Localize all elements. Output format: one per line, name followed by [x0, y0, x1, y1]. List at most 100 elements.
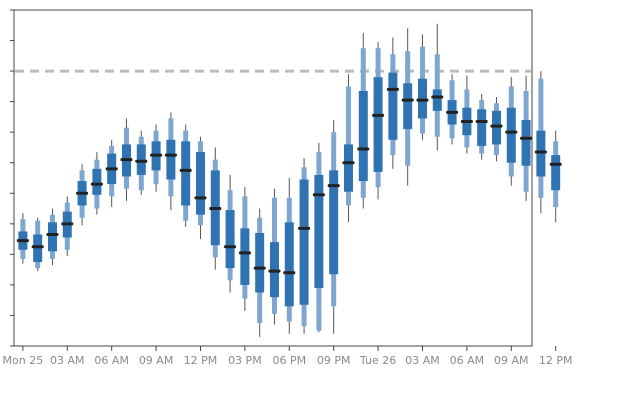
median-mark	[224, 245, 237, 249]
box-group-35	[534, 71, 547, 214]
median-mark	[490, 124, 503, 128]
median-mark	[534, 150, 547, 154]
median-mark	[120, 158, 133, 162]
median-mark	[150, 153, 163, 157]
box-body	[343, 144, 353, 192]
box-group-17	[268, 188, 281, 325]
median-mark	[416, 98, 429, 102]
box-group-15	[238, 187, 251, 311]
box-body	[521, 119, 531, 166]
box-body	[284, 222, 294, 307]
x-tick-label: 09 AM	[494, 354, 529, 367]
box-group-8	[135, 130, 148, 195]
box-body	[181, 141, 191, 206]
box-group-3	[61, 196, 74, 256]
box-group-32	[490, 97, 503, 162]
x-tick-label: 03 AM	[405, 354, 440, 367]
box-group-31	[475, 94, 488, 160]
box-body	[373, 77, 383, 172]
box-group-5	[90, 152, 103, 215]
x-tick-label: 12 PM	[539, 354, 573, 367]
box-group-29	[446, 74, 459, 145]
box-body	[255, 232, 265, 293]
box-body	[314, 174, 324, 288]
median-mark	[342, 161, 355, 165]
box-body	[551, 155, 561, 191]
median-mark	[446, 110, 459, 114]
median-mark	[549, 162, 562, 166]
box-group-9	[150, 124, 163, 192]
box-body	[329, 170, 339, 275]
box-group-2	[46, 208, 59, 266]
box-body	[477, 109, 487, 146]
x-tick-label: 12 PM	[184, 354, 218, 367]
box-body	[506, 107, 516, 163]
box-body	[195, 152, 205, 215]
box-body	[491, 110, 501, 145]
box-group-12	[194, 136, 207, 240]
box-body	[403, 83, 413, 130]
median-mark	[16, 239, 29, 243]
median-mark	[327, 184, 340, 188]
box-group-4	[76, 164, 89, 226]
box-group-0	[16, 213, 29, 264]
box-group-20	[312, 142, 325, 333]
box-group-11	[179, 124, 192, 227]
box-group-14	[224, 174, 237, 293]
box-group-28	[431, 23, 444, 151]
box-body	[240, 228, 250, 285]
median-mark	[179, 168, 192, 172]
box-group-10	[164, 112, 177, 211]
box-group-23	[357, 32, 370, 209]
y-axis	[10, 9, 14, 347]
box-group-13	[209, 147, 222, 270]
box-body	[417, 78, 427, 119]
x-tick-label: 06 PM	[272, 354, 306, 367]
box-group-25	[386, 37, 399, 169]
box-body	[33, 234, 43, 262]
median-mark	[238, 251, 251, 255]
box-body	[269, 242, 279, 298]
median-mark	[135, 159, 148, 163]
box-group-33	[505, 77, 518, 186]
box-group-30	[460, 75, 473, 154]
x-tick-label: Tue 26	[359, 354, 396, 367]
box-group-19	[298, 158, 311, 334]
x-tick-label: 06 AM	[94, 354, 129, 367]
box-group-34	[520, 75, 533, 201]
plot-border	[13, 9, 533, 347]
box-group-27	[416, 34, 429, 140]
median-mark	[105, 167, 118, 171]
box-body	[432, 89, 442, 111]
box-body	[358, 90, 368, 182]
box-group-26	[401, 28, 414, 186]
box-group-24	[372, 42, 385, 200]
x-tick-label: 03 AM	[50, 354, 85, 367]
median-mark	[520, 136, 533, 140]
median-mark	[268, 269, 281, 273]
median-mark	[194, 196, 207, 200]
box-body	[92, 168, 102, 195]
median-mark	[90, 182, 103, 186]
median-mark	[460, 119, 473, 123]
x-tick-label: 06 AM	[450, 354, 485, 367]
box-group-21	[327, 119, 340, 334]
box-group-6	[105, 139, 118, 208]
median-mark	[505, 130, 518, 134]
median-mark	[164, 153, 177, 157]
median-mark	[76, 191, 89, 195]
median-mark	[31, 245, 44, 249]
box-body	[136, 144, 146, 175]
box-group-36	[549, 130, 562, 223]
median-mark	[312, 193, 325, 197]
box-body	[47, 222, 57, 252]
box-body	[166, 139, 176, 180]
median-mark	[372, 113, 385, 117]
median-mark	[209, 207, 222, 211]
box-group-16	[253, 208, 266, 337]
box-group-18	[283, 178, 296, 334]
median-mark	[357, 147, 370, 151]
x-tick-label: 09 AM	[139, 354, 174, 367]
box-body	[299, 179, 309, 305]
box-group-1	[31, 217, 44, 272]
